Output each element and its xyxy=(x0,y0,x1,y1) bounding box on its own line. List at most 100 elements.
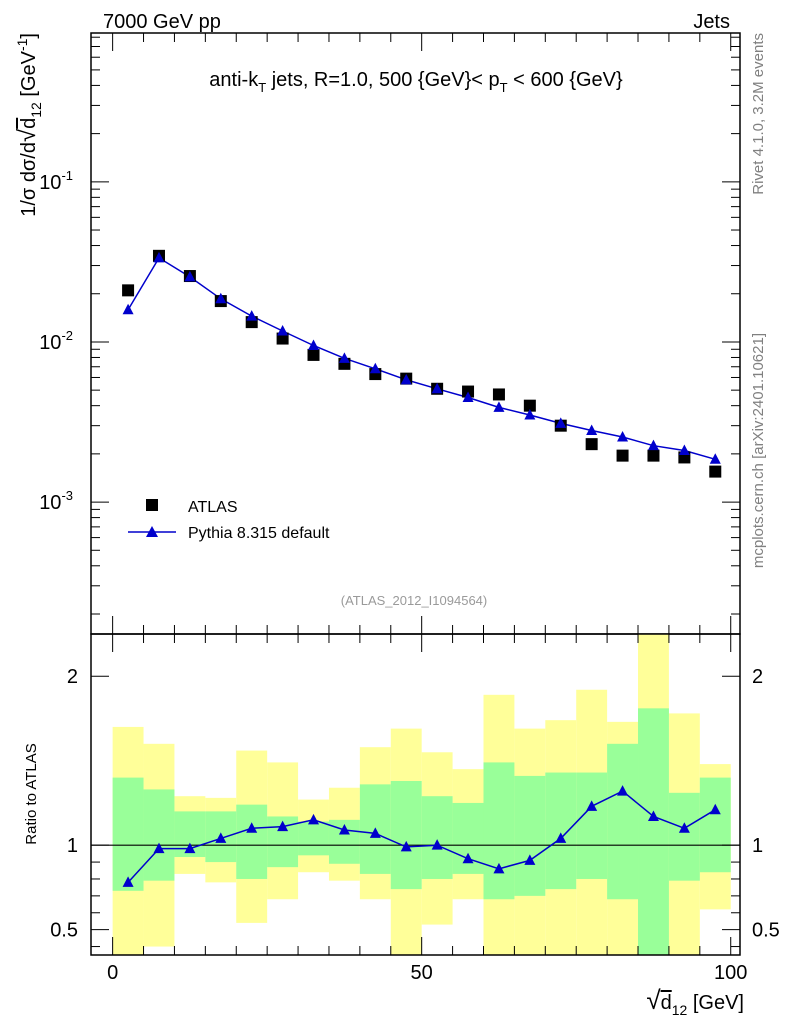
main-y-axis-label: 1/σ dσ/d√d12 [GeV-1] xyxy=(14,33,44,217)
y-tick-label: 10-1 xyxy=(39,168,73,194)
data-point xyxy=(616,449,629,462)
band-inner-bin xyxy=(607,743,639,900)
ratio-y-tick-label: 1 xyxy=(67,835,78,857)
ratio-y-axis-label: Ratio to ATLAS xyxy=(23,743,40,844)
band-inner-bin xyxy=(236,804,268,879)
plot-title: anti-kT jets, R=1.0, 500 {GeV}< pT < 600… xyxy=(209,69,623,95)
ratio-y-tick-label: 2 xyxy=(67,666,78,688)
ratio-point xyxy=(277,820,289,832)
band-inner-bin xyxy=(390,780,422,890)
mc-point xyxy=(338,352,350,363)
mc-point xyxy=(555,417,567,428)
mc-point xyxy=(617,430,629,442)
ratio-point xyxy=(431,839,443,850)
header-right: Jets xyxy=(693,11,730,33)
data-point xyxy=(709,465,722,478)
ratio-point xyxy=(122,876,134,887)
mc-point xyxy=(246,310,258,321)
y-tick-label: 10-2 xyxy=(39,328,73,354)
ratio-panel: 0.5 0.5 1 1 2 2 0 50 100 Ratio to ATLAS √d12 [Ge… xyxy=(23,633,780,1018)
mc-point xyxy=(493,401,505,412)
band-inner-bin xyxy=(668,792,700,881)
mc-point xyxy=(153,251,165,263)
main-panel: 10-3 10-2 10-1 anti-kT jets, R=1.0, 500 {G… xyxy=(14,32,741,635)
main-frame xyxy=(90,32,741,635)
ratio-point xyxy=(246,822,258,833)
band-inner-bin xyxy=(298,821,329,856)
data-point xyxy=(122,284,135,297)
analysis-tag: (ATLAS_2012_I1094564) xyxy=(341,593,487,608)
rivet-version-label: Rivet 4.1.0, 3.2M events xyxy=(750,33,767,195)
ratio-point xyxy=(400,840,412,852)
mc-point xyxy=(586,424,598,435)
ratio-point xyxy=(617,785,629,796)
x-tick-label: 100 xyxy=(714,962,747,984)
ratio-frame xyxy=(90,633,741,956)
ratio-point xyxy=(493,862,505,874)
band-inner-bin xyxy=(545,772,577,890)
mc-point xyxy=(184,270,196,282)
data-point xyxy=(585,438,598,451)
legend-marker-atlas xyxy=(146,499,158,511)
mc-point xyxy=(215,292,227,304)
band-inner-bin xyxy=(699,777,731,873)
legend-marker-pythia xyxy=(146,526,158,537)
x-tick-label: 50 xyxy=(411,962,433,984)
mc-point xyxy=(647,439,659,451)
legend-label-pythia: Pythia 8.315 default xyxy=(188,525,330,542)
band-inner-bin xyxy=(638,708,669,955)
mc-point xyxy=(462,391,474,402)
ratio-point xyxy=(308,813,320,825)
ratio-axes: 0.5 0.5 1 1 2 2 0 50 100 xyxy=(50,634,780,984)
mc-point xyxy=(277,325,289,336)
ratio-y-tick-label-right: 2 xyxy=(752,666,763,688)
band-inner-bin xyxy=(452,802,484,874)
data-point xyxy=(523,399,536,412)
mc-point xyxy=(678,444,690,455)
band-inner-bin xyxy=(483,762,515,900)
band-inner-bin xyxy=(143,789,175,881)
x-axis-label: √d12 [GeV] xyxy=(646,985,744,1018)
ratio-point xyxy=(586,800,598,811)
x-tick-label: 0 xyxy=(107,962,118,984)
mc-point xyxy=(431,382,443,394)
data-point xyxy=(307,348,320,361)
ratio-point xyxy=(678,822,690,833)
ratio-point xyxy=(709,803,721,815)
mc-line xyxy=(127,256,716,461)
mc-point xyxy=(524,408,536,420)
ratio-point xyxy=(153,842,165,854)
ratio-line xyxy=(127,790,716,883)
data-point xyxy=(647,449,660,462)
mc-point xyxy=(709,453,721,464)
legend: ATLAS Pythia 8.315 default xyxy=(128,499,330,542)
ratio-point xyxy=(215,832,227,843)
mc-point xyxy=(308,339,320,351)
legend-label-atlas: ATLAS xyxy=(188,499,238,516)
data-point xyxy=(492,388,505,401)
band-inner-bin xyxy=(576,772,608,879)
ratio-y-tick-label-right: 0.5 xyxy=(752,920,780,942)
header-left: 7000 GeV pp xyxy=(103,11,221,33)
ratio-point xyxy=(184,842,196,854)
band-inner-bin xyxy=(421,796,453,879)
y-tick-label: 10-3 xyxy=(39,488,73,514)
ratio-point xyxy=(647,810,659,821)
ratio-point xyxy=(338,823,350,835)
mcplots-label: mcplots.cern.ch [arXiv:2401.10621] xyxy=(750,333,767,568)
ratio-point xyxy=(555,832,567,843)
ratio-y-tick-label-right: 1 xyxy=(752,835,763,857)
mc-point xyxy=(400,373,412,385)
mc-point xyxy=(369,362,381,374)
data-point xyxy=(276,332,289,345)
ratio-point xyxy=(524,854,536,865)
main-axes: 10-3 10-2 10-1 xyxy=(39,33,740,634)
band-inner-bin xyxy=(112,777,144,891)
band-inner-bin xyxy=(514,775,546,896)
ratio-point xyxy=(369,827,381,838)
ratio-plot-area xyxy=(91,634,740,955)
main-plot-area xyxy=(122,249,722,478)
mc-point xyxy=(122,303,134,315)
ratio-point xyxy=(462,852,474,864)
